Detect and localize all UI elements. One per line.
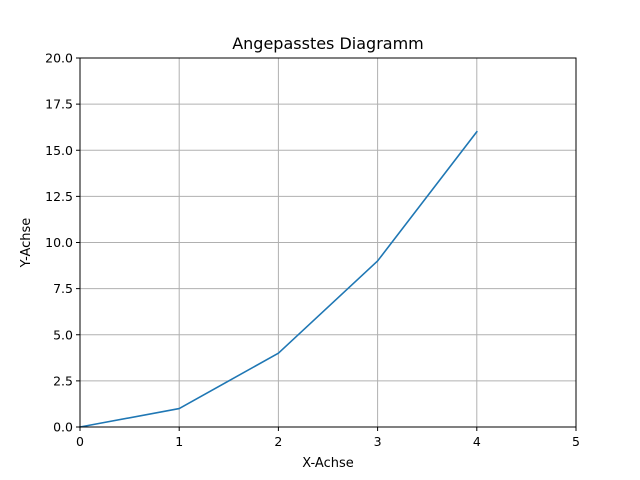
x-tick-label: 0 (76, 434, 84, 449)
x-tick-label: 5 (572, 434, 580, 449)
x-axis-label: X-Achse (302, 456, 354, 471)
x-tick-label: 1 (175, 434, 183, 449)
x-tick-label: 2 (274, 434, 282, 449)
grid (79, 57, 577, 428)
y-tick-label: 20.0 (45, 51, 73, 66)
y-axis-label: Y-Achse (19, 218, 34, 269)
y-tick-label: 15.0 (45, 143, 73, 158)
ticks: 0 1 2 3 4 5 0.0 2.5 5.0 7.5 10.0 12.5 15.0 17.5 20.0 (45, 51, 580, 450)
y-tick-label: 10.0 (45, 235, 73, 250)
y-tick-label: 0.0 (53, 420, 73, 435)
y-tick-label: 7.5 (53, 281, 73, 296)
y-tick-label: 5.0 (53, 327, 73, 342)
chart-title: Angepasstes Diagramm (232, 34, 424, 53)
y-tick-label: 12.5 (45, 189, 73, 204)
x-tick-label: 4 (473, 434, 481, 449)
x-tick-label: 3 (374, 434, 382, 449)
y-tick-label: 17.5 (45, 97, 73, 112)
y-tick-label: 2.5 (53, 373, 73, 388)
